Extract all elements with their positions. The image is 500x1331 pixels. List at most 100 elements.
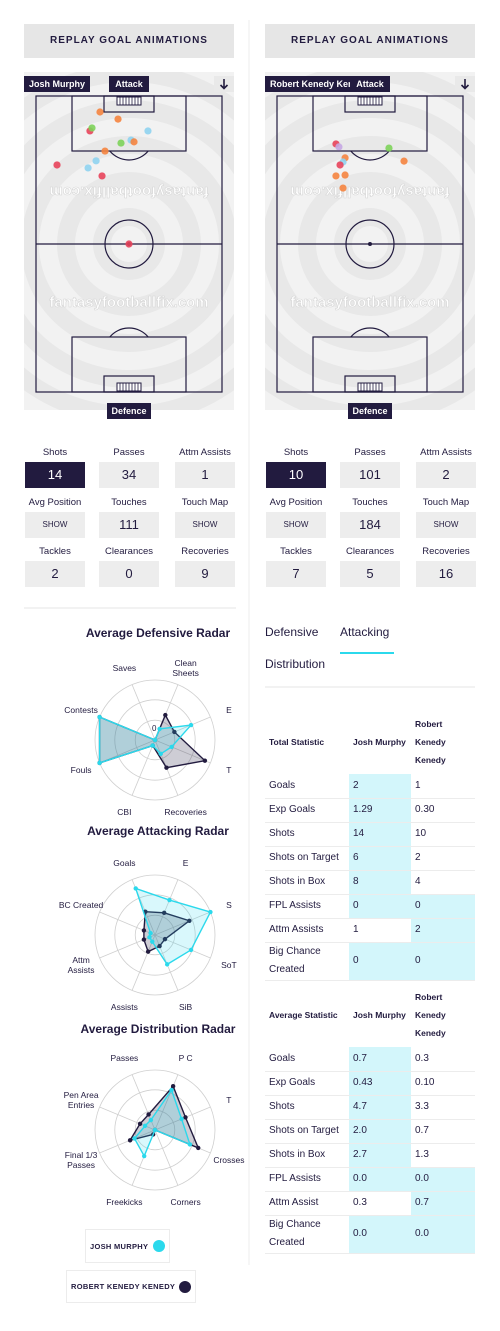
stat-value[interactable]: 2 bbox=[416, 462, 476, 488]
legend-item[interactable]: ROBERT KENEDY KENEDY bbox=[66, 1270, 196, 1303]
radar-spoke bbox=[131, 684, 156, 741]
table-header: Total Statistic bbox=[269, 737, 325, 748]
stat-label: Clearances bbox=[104, 546, 154, 557]
radar-axis-label: Crosses bbox=[213, 1154, 245, 1165]
radar-axis-label: CBI bbox=[117, 806, 132, 817]
radar-point bbox=[164, 962, 170, 967]
legend-item[interactable]: JOSH MURPHY bbox=[85, 1229, 170, 1263]
stat-value[interactable]: 14 bbox=[25, 462, 85, 488]
table-row: Exp Goals 0.43 0.10 bbox=[265, 1071, 475, 1096]
shot bbox=[341, 171, 349, 179]
stat-value[interactable]: 16 bbox=[416, 561, 476, 587]
table-cell: 0.7 bbox=[349, 1047, 411, 1072]
table-cell: Exp Goals bbox=[265, 1071, 349, 1096]
radar-axis-label: P C bbox=[178, 1052, 193, 1063]
stat-value[interactable]: 184 bbox=[340, 511, 400, 538]
table-row: Goals 2 1 bbox=[265, 774, 475, 799]
stat-value[interactable]: SHOW bbox=[266, 511, 326, 538]
replay-button[interactable]: REPLAY GOAL ANIMATIONS bbox=[265, 24, 475, 58]
expand-arrow bbox=[219, 79, 229, 90]
grid-circle bbox=[114, 699, 196, 781]
tab[interactable]: Defensive bbox=[265, 625, 319, 639]
grid-circle bbox=[94, 874, 216, 996]
radar-point bbox=[97, 714, 102, 720]
table-row: Shots in Box 2.7 1.3 bbox=[265, 1143, 475, 1168]
expand-button[interactable] bbox=[214, 76, 234, 92]
table-cell: 0.10 bbox=[411, 1071, 475, 1096]
legend-swatch bbox=[179, 1280, 191, 1293]
expand-button[interactable] bbox=[455, 76, 475, 92]
radar-point bbox=[127, 1138, 133, 1143]
stat-value[interactable]: 111 bbox=[99, 511, 159, 538]
stat-label: Tackles bbox=[39, 546, 71, 557]
table-cell: 4.7 bbox=[349, 1095, 411, 1120]
centre-circle bbox=[345, 219, 395, 269]
grid-circle bbox=[134, 914, 176, 956]
stat-label: Touch Map bbox=[181, 496, 229, 508]
stat-value[interactable]: 9 bbox=[175, 561, 235, 587]
table-cell: 0.0 bbox=[349, 1167, 411, 1192]
six-yard-box bbox=[344, 375, 396, 393]
tab[interactable]: Distribution bbox=[265, 657, 326, 671]
centre-circle bbox=[104, 219, 154, 269]
radar-axis-label: SoT bbox=[221, 959, 237, 970]
stat-value[interactable]: 1 bbox=[175, 462, 235, 488]
stat-label: Clearances bbox=[345, 546, 395, 557]
stat-label: Passes bbox=[113, 447, 145, 458]
pitch: fantasyfootballfix.com fantasyfootballfix… bbox=[265, 72, 475, 410]
radar-point bbox=[147, 935, 152, 940]
tab-underline bbox=[340, 652, 394, 654]
radar-point bbox=[187, 1142, 193, 1147]
table-cell: 3.3 bbox=[411, 1095, 475, 1120]
radar-axis-label: Corners bbox=[170, 1196, 201, 1207]
table-row: Goals 0.7 0.3 bbox=[265, 1047, 475, 1072]
shot bbox=[385, 144, 393, 152]
six-yard-box bbox=[103, 375, 155, 393]
stat-value[interactable]: 7 bbox=[266, 561, 326, 587]
six-yard-box bbox=[344, 95, 396, 113]
player-name: Robert Kenedy Kenedy bbox=[265, 76, 352, 92]
shot bbox=[92, 157, 100, 165]
pitch: fantasyfootballfix.com fantasyfootballfix… bbox=[24, 72, 234, 410]
radar-point bbox=[169, 744, 174, 750]
radar-spoke bbox=[154, 1129, 179, 1186]
shot bbox=[53, 161, 61, 169]
radar-spoke bbox=[154, 716, 211, 741]
stat-value[interactable]: SHOW bbox=[175, 511, 235, 538]
shot bbox=[125, 240, 133, 248]
attack-label: Attack bbox=[109, 76, 149, 92]
stat-value[interactable]: 2 bbox=[25, 561, 85, 587]
replay-button[interactable]: REPLAY GOAL ANIMATIONS bbox=[24, 24, 234, 58]
radar-axis-label: Clean Sheets bbox=[172, 657, 199, 678]
table-cell: 1.3 bbox=[411, 1143, 475, 1168]
stat-label: Tackles bbox=[280, 546, 312, 557]
radar-point bbox=[188, 947, 194, 953]
radar-point bbox=[162, 936, 168, 942]
stat-value[interactable]: SHOW bbox=[25, 511, 85, 538]
legend-swatch bbox=[153, 1240, 165, 1252]
stat-value[interactable]: 5 bbox=[340, 561, 400, 587]
stat-value[interactable]: SHOW bbox=[416, 511, 476, 538]
radar-point bbox=[172, 729, 177, 735]
table-cell: 0.7 bbox=[411, 1119, 475, 1144]
radar-spoke bbox=[131, 934, 156, 991]
stat-value[interactable]: 10 bbox=[266, 462, 326, 488]
table-cell: Big Chance Created bbox=[265, 942, 349, 981]
grid-circle bbox=[94, 679, 216, 801]
watermark: fantasyfootballfix.com bbox=[49, 294, 208, 311]
radar-point bbox=[163, 712, 168, 718]
stat-value[interactable]: 34 bbox=[99, 462, 159, 488]
table-cell: 2 bbox=[411, 918, 475, 943]
table-cell: 0.0 bbox=[411, 1167, 475, 1192]
stat-value[interactable]: 101 bbox=[340, 462, 400, 488]
tab[interactable]: Attacking bbox=[340, 625, 390, 639]
stat-label: Shots bbox=[283, 447, 309, 458]
table-cell: Shots in Box bbox=[265, 1143, 349, 1168]
table-cell: 1 bbox=[411, 774, 475, 799]
stat-label: Attm Assists bbox=[179, 447, 231, 458]
table-cell: 0.0 bbox=[349, 1215, 411, 1254]
radar-axis-label: Final 1/3 Passes bbox=[64, 1149, 98, 1170]
radar-axis-label: Assists bbox=[110, 1001, 138, 1012]
radar-axis-label: Saves bbox=[112, 662, 137, 673]
stat-value[interactable]: 0 bbox=[99, 561, 159, 587]
